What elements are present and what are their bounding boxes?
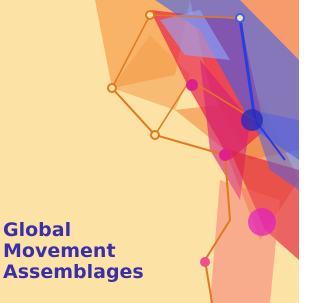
node <box>151 131 159 139</box>
node-large <box>241 109 263 131</box>
cover-art: Global Movement Assemblages <box>0 0 299 303</box>
page: Global Movement Assemblages (() => { con… <box>0 0 299 303</box>
node <box>108 84 116 92</box>
node <box>146 11 154 19</box>
node <box>219 149 231 161</box>
title-line: Assemblages <box>3 261 144 283</box>
node <box>236 14 244 22</box>
node-large <box>248 208 276 236</box>
node <box>200 257 210 267</box>
title-line: Global <box>3 219 71 241</box>
node <box>186 79 198 91</box>
title-line: Movement <box>3 240 116 262</box>
shape-pink <box>210 180 280 303</box>
